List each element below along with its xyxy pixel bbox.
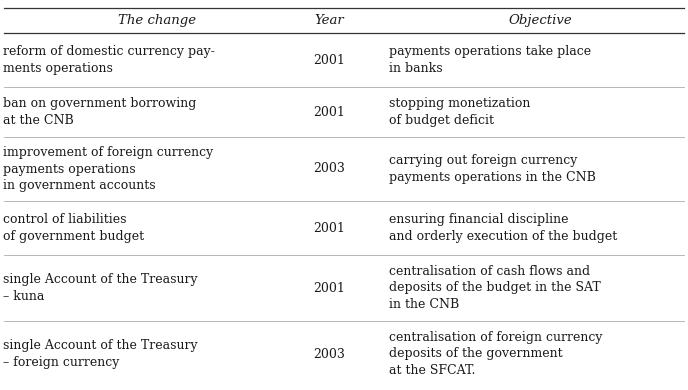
Text: 2003: 2003 — [313, 347, 345, 360]
Text: single Account of the Treasury
– kuna: single Account of the Treasury – kuna — [3, 273, 198, 303]
Text: ensuring financial discipline
and orderly execution of the budget: ensuring financial discipline and orderl… — [389, 213, 617, 243]
Text: centralisation of cash flows and
deposits of the budget in the SAT
in the CNB: centralisation of cash flows and deposit… — [389, 265, 601, 311]
Text: carrying out foreign currency
payments operations in the CNB: carrying out foreign currency payments o… — [389, 154, 596, 184]
Text: 2001: 2001 — [313, 53, 345, 67]
Text: stopping monetization
of budget deficit: stopping monetization of budget deficit — [389, 97, 530, 127]
Text: ban on government borrowing
at the CNB: ban on government borrowing at the CNB — [3, 97, 197, 127]
Text: 2001: 2001 — [313, 282, 345, 294]
Text: improvement of foreign currency
payments operations
in government accounts: improvement of foreign currency payments… — [3, 146, 214, 192]
Text: The change: The change — [118, 14, 196, 27]
Text: centralisation of foreign currency
deposits of the government
at the SFCAT.: centralisation of foreign currency depos… — [389, 331, 602, 377]
Text: control of liabilities
of government budget: control of liabilities of government bud… — [3, 213, 144, 243]
Text: payments operations take place
in banks: payments operations take place in banks — [389, 45, 591, 75]
Text: reform of domestic currency pay-
ments operations: reform of domestic currency pay- ments o… — [3, 45, 215, 75]
Text: 2001: 2001 — [313, 222, 345, 234]
Text: 2001: 2001 — [313, 106, 345, 119]
Text: Objective: Objective — [508, 14, 572, 27]
Text: Year: Year — [314, 14, 344, 27]
Text: 2003: 2003 — [313, 163, 345, 176]
Text: single Account of the Treasury
– foreign currency: single Account of the Treasury – foreign… — [3, 339, 198, 369]
